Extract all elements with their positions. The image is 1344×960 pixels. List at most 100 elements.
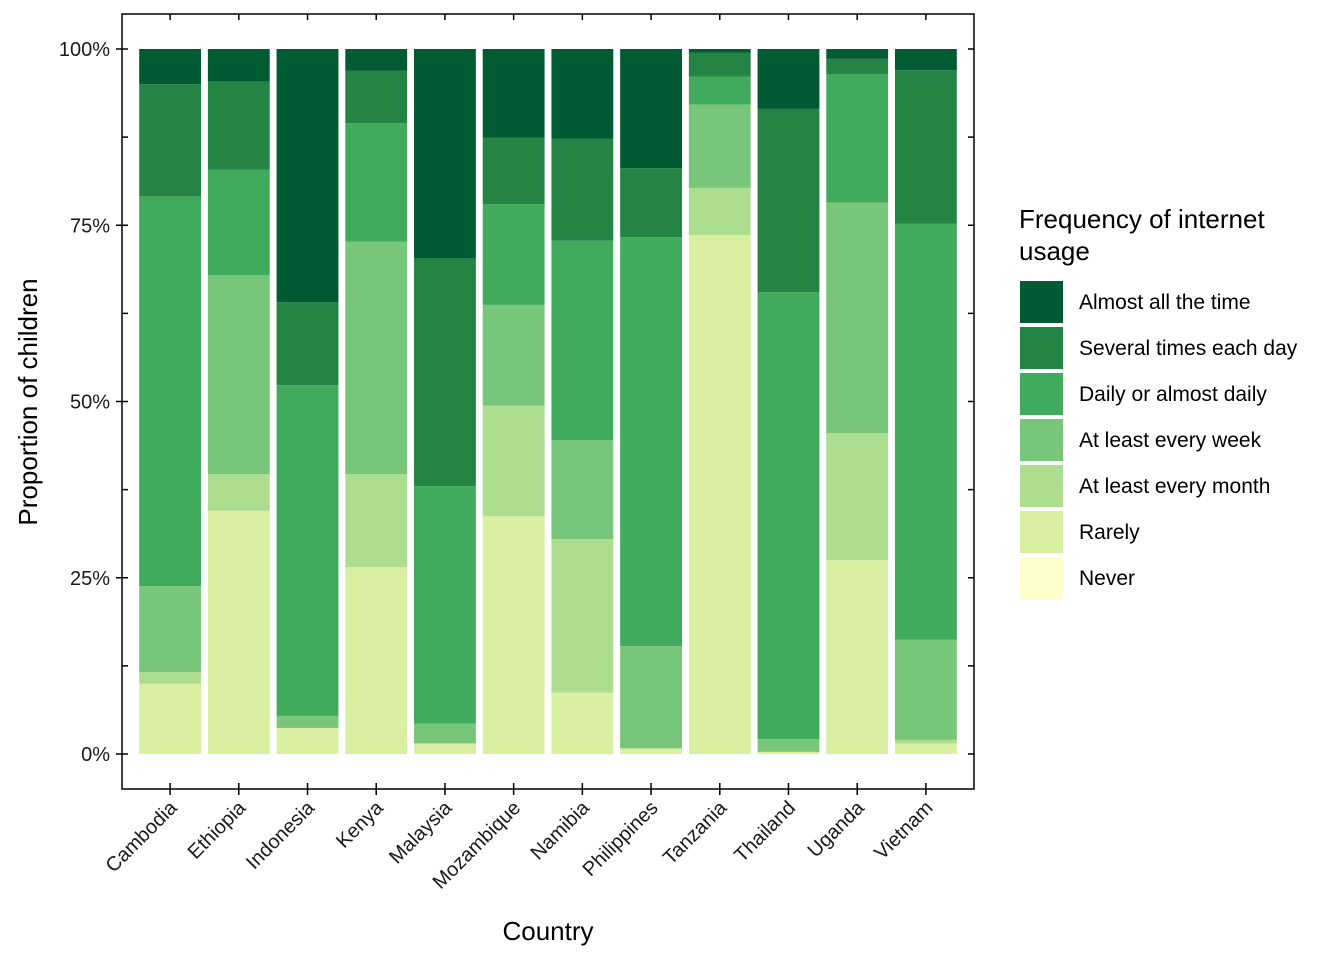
bar-namibia [551,49,614,754]
bar-segment-thailand-several-times-each-day [757,108,820,293]
x-tick-label: Indonesia [242,796,320,874]
bar-segment-vietnam-daily-or-almost-daily [894,223,957,640]
bar-segment-mozambique-almost-all-the-time [482,49,545,138]
legend-key [1020,373,1063,415]
x-tick-label: Cambodia [102,796,183,877]
y-tick-label: 25% [70,568,110,590]
bar-segment-cambodia-several-times-each-day [139,84,202,197]
bar-segment-cambodia-almost-all-the-time [139,49,202,85]
legend-title-line-1: Frequency of internet [1019,204,1265,234]
legend-key [1020,327,1063,369]
bar-segment-kenya-at-least-every-week [345,241,408,475]
bar-segment-malaysia-almost-all-the-time [414,49,476,259]
bar-segment-ethiopia-at-least-every-month [207,474,270,511]
bar-segment-cambodia-at-least-every-week [139,586,202,673]
bar-segment-cambodia-daily-or-almost-daily [139,196,202,587]
bar-segment-tanzania-daily-or-almost-daily [688,76,751,105]
bar-mozambique [482,49,545,754]
bar-segment-namibia-several-times-each-day [551,138,614,241]
bar-segment-thailand-almost-all-the-time [757,49,820,109]
bar-segment-philippines-almost-all-the-time [620,49,682,169]
bar-segment-cambodia-at-least-every-month [139,672,202,684]
x-tick-label: Ethiopia [184,796,251,863]
bar-philippines [620,49,682,754]
bar-segment-vietnam-rarely [894,743,957,754]
bar-segment-tanzania-several-times-each-day [688,52,751,77]
bar-segment-uganda-at-least-every-week [826,202,889,434]
bar-segment-mozambique-at-least-every-week [482,304,545,406]
y-tick-label: 0% [81,744,110,766]
bar-segment-indonesia-several-times-each-day [276,302,339,386]
bar-segment-ethiopia-at-least-every-week [207,275,270,475]
legend-label: Almost all the time [1079,291,1251,314]
x-tick-label: Namibia [526,796,594,864]
y-axis-title: Proportion of children [13,278,43,525]
y-tick-label: 50% [70,392,110,414]
legend-item-rarely: Rarely [1020,511,1140,553]
legend-label: Never [1079,567,1135,590]
legend-item-never: Never [1020,557,1135,599]
bar-segment-uganda-at-least-every-month [826,433,889,561]
bar-segment-thailand-daily-or-almost-daily [757,292,820,740]
legend-label: Several times each day [1079,337,1298,360]
bar-segment-uganda-daily-or-almost-daily [826,74,889,203]
legend-item-at-least-every-month: At least every month [1020,465,1270,507]
bar-segment-mozambique-daily-or-almost-daily [482,204,545,305]
y-tick-label: 100% [59,39,110,61]
legend-label: Daily or almost daily [1079,383,1267,406]
bar-segment-vietnam-several-times-each-day [894,70,957,224]
x-tick-label: Malaysia [385,796,457,868]
bar-segment-namibia-at-least-every-week [551,440,614,539]
bar-segment-cambodia-rarely [139,683,202,754]
legend-key [1020,281,1063,323]
legend-key [1020,419,1063,461]
legend-key [1020,557,1063,599]
bar-kenya [345,49,408,754]
y-axis: 0% 25% 50% 75% 100% [59,39,974,766]
bar-segment-namibia-daily-or-almost-daily [551,240,614,441]
bar-segment-kenya-almost-all-the-time [345,49,408,71]
legend-item-at-least-every-week: At least every week [1020,419,1262,461]
bar-segment-malaysia-rarely [414,743,476,754]
bar-segment-philippines-several-times-each-day [620,168,682,238]
bar-segment-namibia-almost-all-the-time [551,49,614,139]
bar-segment-uganda-almost-all-the-time [826,49,889,59]
bar-segment-thailand-rarely [757,751,820,754]
bar-segment-mozambique-rarely [482,516,545,754]
bar-malaysia [414,49,476,754]
bar-uganda [826,49,889,755]
bar-segment-indonesia-rarely [276,727,339,754]
legend-label: At least every month [1079,475,1270,498]
bar-ethiopia [207,49,270,754]
y-tick-label: 75% [70,215,110,237]
bar-indonesia [276,49,339,754]
bar-segment-ethiopia-daily-or-almost-daily [207,169,270,276]
bar-segment-tanzania-almost-all-the-time [688,49,751,53]
bar-segment-vietnam-at-least-every-week [894,639,957,740]
bar-segment-namibia-rarely [551,692,614,754]
bar-segment-kenya-daily-or-almost-daily [345,123,408,242]
bar-segment-philippines-at-least-every-week [620,646,682,749]
legend-label: At least every week [1079,429,1262,452]
bar-segment-malaysia-daily-or-almost-daily [414,486,476,724]
legend-item-daily-or-almost-daily: Daily or almost daily [1020,373,1267,415]
bar-segment-tanzania-rarely [688,235,751,754]
bar-segment-mozambique-at-least-every-month [482,405,545,517]
bar-segment-kenya-several-times-each-day [345,70,408,124]
bar-segment-philippines-rarely [620,748,682,754]
bar-segment-indonesia-almost-all-the-time [276,49,339,303]
legend-items: Almost all the time Several times each da… [1020,281,1298,599]
bar-segment-kenya-rarely [345,567,408,754]
x-tick-label: Uganda [804,796,870,862]
bar-segment-thailand-at-least-every-week [757,739,820,752]
x-tick-label: Kenya [332,796,388,852]
bars-layer [139,49,957,755]
legend-title-line-2: usage [1019,236,1090,266]
bar-segment-namibia-at-least-every-month [551,538,614,693]
bar-cambodia [139,49,202,754]
legend-item-several-times-each-day: Several times each day [1020,327,1298,369]
x-tick-label: Thailand [730,797,800,867]
bar-segment-ethiopia-several-times-each-day [207,81,270,170]
legend-item-almost-all-the-time: Almost all the time [1020,281,1251,323]
